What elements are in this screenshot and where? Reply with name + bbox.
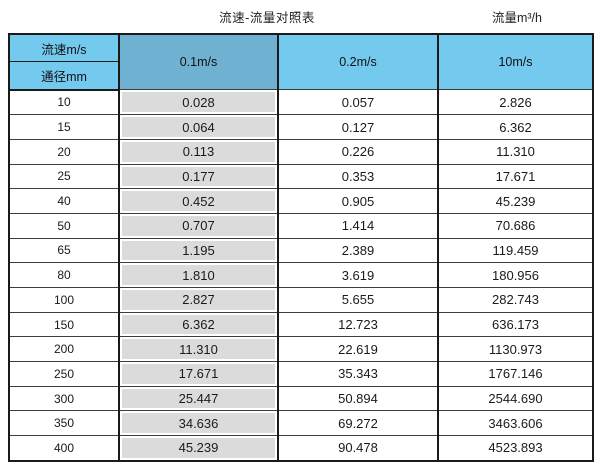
table-title: 流速-流量对照表 [219, 11, 315, 25]
flow-value-cell: 0.113 [118, 138, 279, 165]
diameter-cell: 400 [8, 435, 120, 462]
table-row: 65 1.195 2.389 119.459 [8, 237, 594, 264]
table-row: 10 0.028 0.057 2.826 [8, 88, 594, 116]
flow-value-cell: 11.310 [118, 336, 279, 363]
flow-value-cell: 6.362 [437, 114, 594, 140]
flow-value-cell: 50.894 [277, 385, 439, 412]
flow-value-cell: 12.723 [277, 311, 439, 338]
flow-value-cell: 2.389 [277, 237, 439, 264]
caption-row: 流速-流量对照表 流量m³/h [0, 0, 600, 33]
flow-value-cell: 119.459 [437, 237, 594, 264]
flow-value-cell: 34.636 [118, 410, 279, 437]
flow-value-cell: 3.619 [277, 262, 439, 288]
header-col-0-2ms: 0.2m/s [277, 33, 439, 90]
flow-value-cell: 70.686 [437, 212, 594, 239]
table-body: 10 0.028 0.057 2.826 15 0.064 0.127 6.362 20 0.11… [8, 88, 594, 462]
header-row-bottom: 通径mm [8, 61, 593, 91]
diameter-cell: 40 [8, 188, 120, 214]
flow-value-cell: 0.177 [118, 163, 279, 190]
diameter-cell: 15 [8, 114, 120, 140]
flow-value-cell: 25.447 [118, 385, 279, 412]
table-row: 350 34.636 69.272 3463.606 [8, 410, 594, 437]
flow-value-cell: 180.956 [437, 262, 594, 288]
flow-value-cell: 1767.146 [437, 361, 594, 387]
header-col-0-1ms: 0.1m/s [118, 33, 279, 90]
flow-value-cell: 6.362 [118, 311, 279, 338]
table-header: 流速m/s 0.1m/s 0.2m/s 10m/s 通径mm [8, 33, 594, 91]
table-row: 20 0.113 0.226 11.310 [8, 138, 594, 165]
flow-value-cell: 282.743 [437, 287, 594, 313]
header-diameter-label: 通径mm [8, 61, 120, 91]
flow-value-cell: 0.057 [277, 88, 439, 116]
flow-value-cell: 4523.893 [437, 435, 594, 462]
diameter-cell: 150 [8, 311, 120, 338]
flow-value-cell: 0.353 [277, 163, 439, 190]
diameter-cell: 350 [8, 410, 120, 437]
flow-value-cell: 0.028 [118, 88, 279, 116]
table-row: 250 17.671 35.343 1767.146 [8, 361, 594, 387]
header-velocity-label: 流速m/s [8, 33, 120, 63]
header-row-top: 流速m/s 0.1m/s 0.2m/s 10m/s [8, 33, 594, 90]
diameter-cell: 200 [8, 336, 120, 363]
diameter-cell: 25 [8, 163, 120, 190]
flow-value-cell: 90.478 [277, 435, 439, 462]
flow-value-cell: 0.707 [118, 212, 279, 239]
flow-value-cell: 2.826 [437, 88, 594, 116]
diameter-cell: 65 [8, 237, 120, 264]
flow-value-cell: 22.619 [277, 336, 439, 363]
flow-value-cell: 1.810 [118, 262, 279, 288]
table-row: 200 11.310 22.619 1130.973 [8, 336, 594, 363]
flow-value-cell: 69.272 [277, 410, 439, 437]
table-row: 40 0.452 0.905 45.239 [8, 188, 594, 214]
flow-value-cell: 0.452 [118, 188, 279, 214]
diameter-cell: 80 [8, 262, 120, 288]
diameter-cell: 10 [8, 88, 120, 116]
flow-value-cell: 1.195 [118, 237, 279, 264]
flow-value-cell: 45.239 [118, 435, 279, 462]
flow-value-cell: 636.173 [437, 311, 594, 338]
diameter-cell: 100 [8, 287, 120, 313]
flow-value-cell: 1.414 [277, 212, 439, 239]
flow-value-cell: 1130.973 [437, 336, 594, 363]
flow-value-cell: 0.127 [277, 114, 439, 140]
flow-value-cell: 11.310 [437, 138, 594, 165]
flow-value-cell: 17.671 [437, 163, 594, 190]
flow-value-cell: 0.226 [277, 138, 439, 165]
flow-value-cell: 2.827 [118, 287, 279, 313]
table-row: 50 0.707 1.414 70.686 [8, 212, 594, 239]
table-row: 400 45.239 90.478 4523.893 [8, 435, 594, 462]
flow-value-cell: 3463.606 [437, 410, 594, 437]
flow-value-cell: 17.671 [118, 361, 279, 387]
flow-value-cell: 5.655 [277, 287, 439, 313]
flow-value-cell: 45.239 [437, 188, 594, 214]
table-row: 25 0.177 0.353 17.671 [8, 163, 594, 190]
flow-value-cell: 35.343 [277, 361, 439, 387]
diameter-cell: 50 [8, 212, 120, 239]
header-col-10ms: 10m/s [437, 33, 594, 90]
diameter-cell: 300 [8, 385, 120, 412]
table-row: 80 1.810 3.619 180.956 [8, 262, 594, 288]
flow-conversion-table: 流速m/s 0.1m/s 0.2m/s 10m/s 通径mm 10 0.028 0.… [8, 33, 594, 462]
flow-value-cell: 0.064 [118, 114, 279, 140]
diameter-cell: 20 [8, 138, 120, 165]
table-row: 100 2.827 5.655 282.743 [8, 287, 594, 313]
flow-value-cell: 0.905 [277, 188, 439, 214]
flow-unit-label: 流量m³/h [491, 11, 542, 25]
table-row: 15 0.064 0.127 6.362 [8, 114, 594, 140]
table-row: 300 25.447 50.894 2544.690 [8, 385, 594, 412]
diameter-cell: 250 [8, 361, 120, 387]
flow-value-cell: 2544.690 [437, 385, 594, 412]
table-row: 150 6.362 12.723 636.173 [8, 311, 594, 338]
